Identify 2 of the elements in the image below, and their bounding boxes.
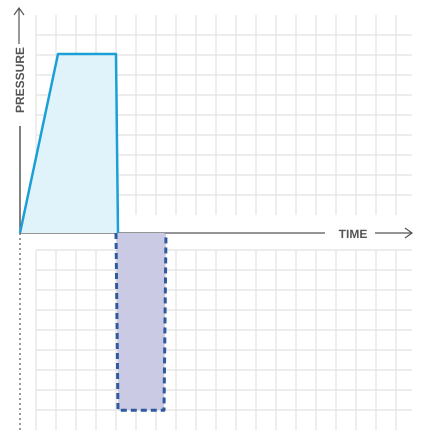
y-axis-title: PRESSURE [13,46,27,114]
x-axis-title: TIME [338,227,368,241]
